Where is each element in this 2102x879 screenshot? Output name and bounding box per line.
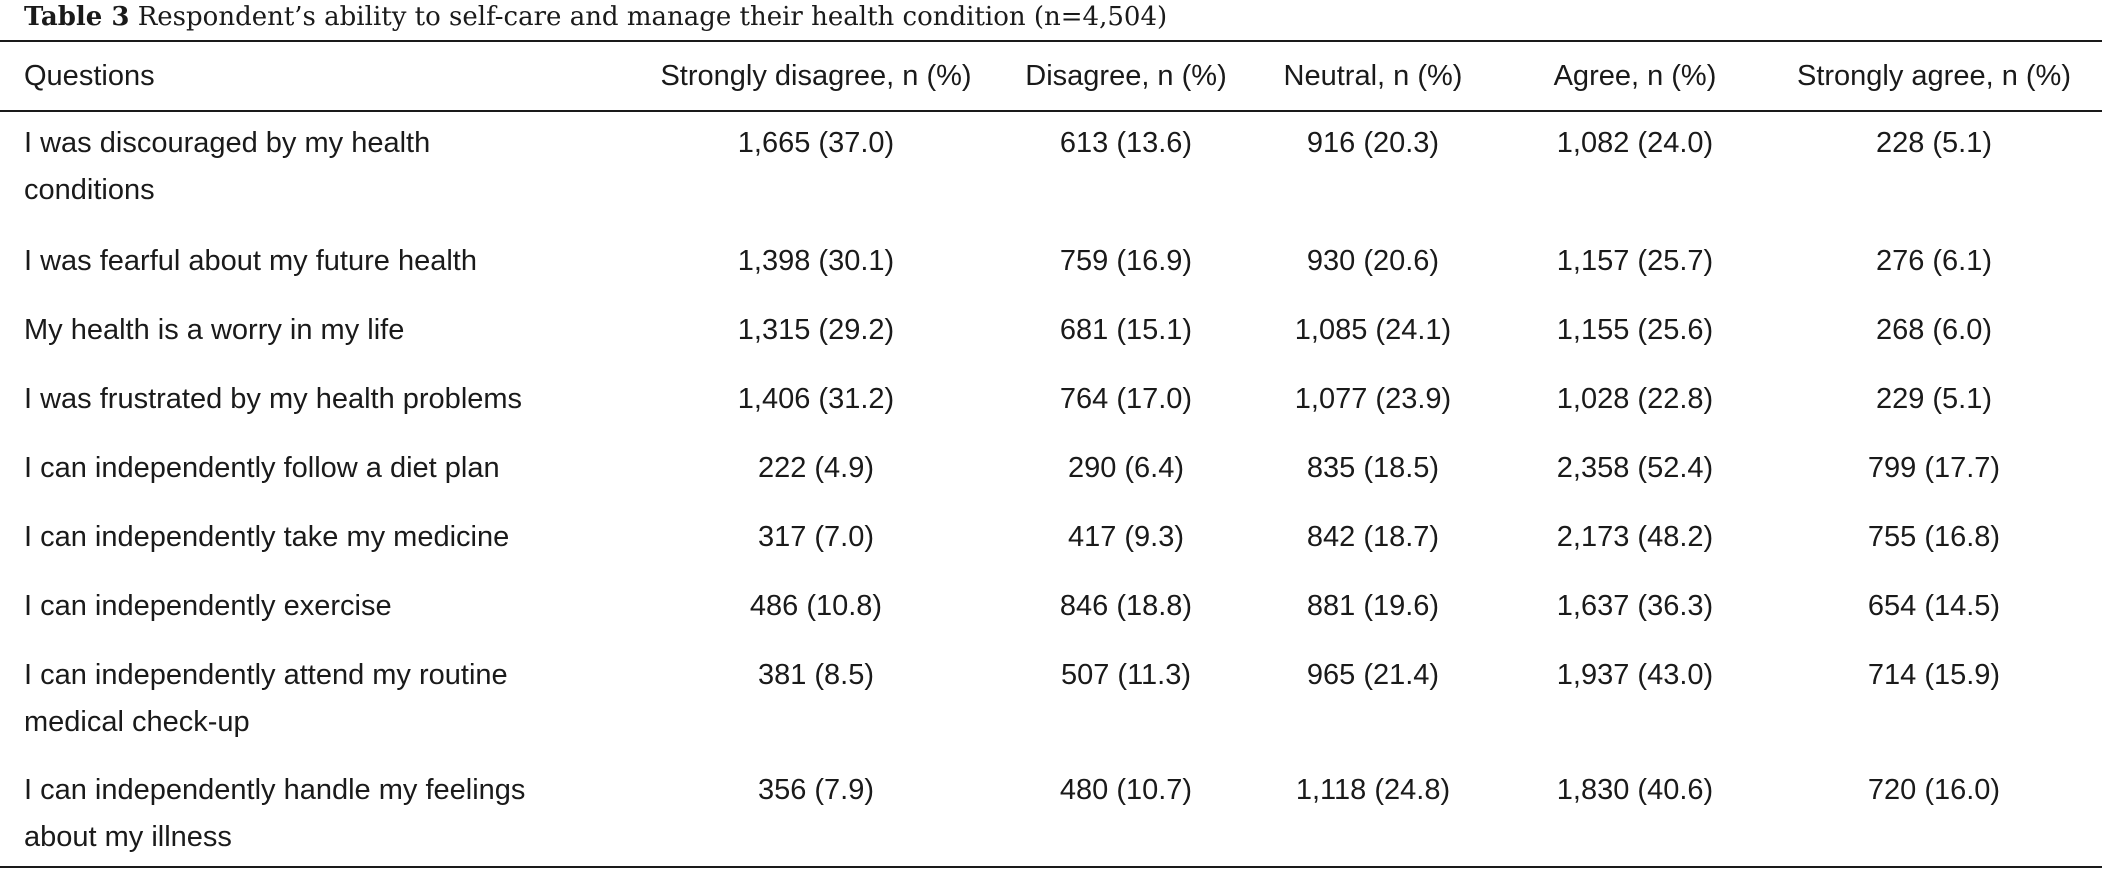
table-row: I can independently handle my feelings ab… <box>0 757 2102 879</box>
question-text-line: conditions <box>24 174 155 206</box>
neutral-cell: 881 (19.6) <box>1306 590 1440 622</box>
strongly-disagree-cell: 1,398 (30.1) <box>737 245 895 277</box>
column-header-questions: Questions <box>24 60 155 92</box>
strongly-disagree-cell: 222 (4.9) <box>757 452 875 484</box>
strongly-agree-cell: 714 (15.9) <box>1867 659 2001 691</box>
question-text-line: I can independently attend my routine <box>24 659 508 691</box>
column-header-strongly-agree: Strongly agree, n (%) <box>1796 60 2071 92</box>
agree-cell: 1,637 (36.3) <box>1556 590 1714 622</box>
agree-cell: 1,157 (25.7) <box>1556 245 1714 277</box>
strongly-disagree-cell: 486 (10.8) <box>749 590 883 622</box>
question-cell: I was fearful about my future health <box>0 228 622 297</box>
table-row: My health is a worry in my life 1,315 (29… <box>0 297 2102 366</box>
strongly-disagree-cell: 356 (7.9) <box>757 774 875 806</box>
header-rule <box>0 110 2102 112</box>
agree-cell: 1,082 (24.0) <box>1556 127 1714 159</box>
question-text-line: I was frustrated by my health problems <box>24 383 523 415</box>
disagree-cell: 764 (17.0) <box>1059 383 1193 415</box>
header-row: Questions Strongly disagree, n (%) Disag… <box>0 42 2102 110</box>
strongly-agree-cell: 720 (16.0) <box>1867 774 2001 806</box>
disagree-cell: 417 (9.3) <box>1067 521 1185 553</box>
strongly-agree-cell: 276 (6.1) <box>1875 245 1993 277</box>
agree-cell: 2,358 (52.4) <box>1556 452 1714 484</box>
table-row: I can independently exercise 486 (10.8) 84… <box>0 573 2102 642</box>
table-title: Respondent’s ability to self-care and ma… <box>137 2 1168 32</box>
agree-cell: 1,830 (40.6) <box>1556 774 1714 806</box>
table-row: I was fearful about my future health 1,39… <box>0 228 2102 297</box>
strongly-agree-cell: 229 (5.1) <box>1875 383 1993 415</box>
question-cell: I was frustrated by my health problems <box>0 366 622 435</box>
neutral-cell: 1,085 (24.1) <box>1294 314 1452 346</box>
bottom-rule <box>0 866 2102 868</box>
strongly-disagree-cell: 317 (7.0) <box>757 521 875 553</box>
question-text-line: My health is a worry in my life <box>24 314 405 346</box>
disagree-cell: 480 (10.7) <box>1059 774 1193 806</box>
question-text-line: I was discouraged by my health <box>24 127 431 159</box>
strongly-agree-cell: 755 (16.8) <box>1867 521 2001 553</box>
agree-cell: 1,028 (22.8) <box>1556 383 1714 415</box>
question-text-line: medical check-up <box>24 706 250 738</box>
question-cell: My health is a worry in my life <box>0 297 622 366</box>
table-row: I can independently take my medicine 317 … <box>0 504 2102 573</box>
disagree-cell: 681 (15.1) <box>1059 314 1193 346</box>
column-header-agree: Agree, n (%) <box>1553 60 1717 92</box>
strongly-agree-cell: 799 (17.7) <box>1867 452 2001 484</box>
table-caption: Table 3 Respondent’s ability to self-car… <box>24 0 1167 36</box>
question-text-line: I can independently take my medicine <box>24 521 510 553</box>
top-rule <box>0 40 2102 42</box>
table-row: I can independently follow a diet plan 22… <box>0 435 2102 504</box>
neutral-cell: 835 (18.5) <box>1306 452 1440 484</box>
question-cell: I can independently take my medicine <box>0 504 622 573</box>
neutral-cell: 1,077 (23.9) <box>1294 383 1452 415</box>
neutral-cell: 930 (20.6) <box>1306 245 1440 277</box>
column-header-neutral: Neutral, n (%) <box>1283 60 1463 92</box>
neutral-cell: 1,118 (24.8) <box>1295 774 1451 806</box>
disagree-cell: 613 (13.6) <box>1059 127 1193 159</box>
question-text-line: I can independently follow a diet plan <box>24 452 500 484</box>
neutral-cell: 965 (21.4) <box>1306 659 1440 691</box>
agree-cell: 2,173 (48.2) <box>1556 521 1714 553</box>
neutral-cell: 916 (20.3) <box>1306 127 1440 159</box>
disagree-cell: 290 (6.4) <box>1067 452 1185 484</box>
table-row: I was discouraged by my health conditions… <box>0 110 2102 228</box>
strongly-disagree-cell: 1,406 (31.2) <box>737 383 895 415</box>
data-table: Questions Strongly disagree, n (%) Disag… <box>0 42 2102 879</box>
disagree-cell: 759 (16.9) <box>1059 245 1193 277</box>
table-label: Table 3 <box>24 2 130 32</box>
agree-cell: 1,937 (43.0) <box>1556 659 1714 691</box>
disagree-cell: 507 (11.3) <box>1060 659 1192 691</box>
strongly-disagree-cell: 1,665 (37.0) <box>737 127 895 159</box>
question-cell: I can independently attend my routine med… <box>0 642 622 757</box>
question-cell: I was discouraged by my health conditions <box>0 110 622 228</box>
neutral-cell: 842 (18.7) <box>1306 521 1440 553</box>
strongly-agree-cell: 268 (6.0) <box>1875 314 1993 346</box>
disagree-cell: 846 (18.8) <box>1059 590 1193 622</box>
strongly-disagree-cell: 1,315 (29.2) <box>737 314 895 346</box>
strongly-agree-cell: 654 (14.5) <box>1867 590 2001 622</box>
question-cell: I can independently exercise <box>0 573 622 642</box>
question-text-line: about my illness <box>24 821 232 853</box>
agree-cell: 1,155 (25.6) <box>1556 314 1714 346</box>
strongly-agree-cell: 228 (5.1) <box>1875 127 1993 159</box>
question-cell: I can independently handle my feelings ab… <box>0 757 622 879</box>
question-text-line: I can independently exercise <box>24 590 392 622</box>
question-cell: I can independently follow a diet plan <box>0 435 622 504</box>
strongly-disagree-cell: 381 (8.5) <box>757 659 875 691</box>
question-text-line: I can independently handle my feelings <box>24 774 526 806</box>
column-header-disagree: Disagree, n (%) <box>1025 60 1227 92</box>
column-header-strongly-disagree: Strongly disagree, n (%) <box>660 60 972 92</box>
question-text-line: I was fearful about my future health <box>24 245 477 277</box>
table-row: I was frustrated by my health problems 1,… <box>0 366 2102 435</box>
table-row: I can independently attend my routine med… <box>0 642 2102 757</box>
